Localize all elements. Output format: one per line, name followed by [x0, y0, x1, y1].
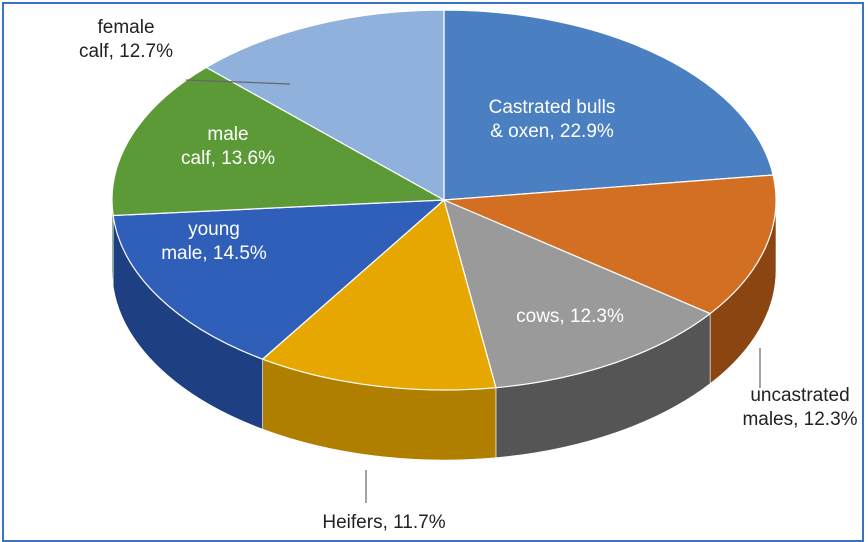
pie-slice-uncastrated-males: [443, 174, 777, 315]
data-label-young-male: young male, 14.5%: [161, 219, 267, 264]
data-label-line: males, 12.3%: [742, 409, 857, 430]
data-label-line: cows, 12.3%: [516, 306, 624, 327]
data-label-line: Castrated bulls: [489, 97, 616, 118]
data-label-line: uncastrated: [750, 385, 849, 406]
data-labels: Castrated bulls & oxen, 22.9% uncastrated m…: [79, 17, 858, 532]
data-label-line: calf, 13.6%: [181, 148, 275, 169]
data-label-female-calf: female calf, 12.7%: [79, 17, 173, 62]
pie-top: [111, 9, 777, 391]
data-label-heifers: Heifers, 11.7%: [322, 512, 445, 532]
data-label-line: male, 14.5%: [161, 243, 267, 264]
data-label-male-calf: male calf, 13.6%: [181, 124, 275, 169]
data-label-line: male: [207, 124, 248, 145]
data-label-cows: cows, 12.3%: [516, 306, 624, 327]
pie-slice-castrated-bulls-and-oxen: [443, 9, 774, 201]
data-label-uncastrated-males: uncastrated males, 12.3%: [742, 385, 857, 430]
pie-slice-cows: [443, 198, 712, 389]
data-label-line: & oxen, 22.9%: [490, 121, 614, 142]
leader-lines: [185, 79, 761, 503]
data-label-castrated-bulls-and-oxen: Castrated bulls & oxen, 22.9%: [489, 97, 616, 142]
pie-slice-female-calf: [205, 9, 445, 202]
pie-slice-young-male: [112, 199, 446, 360]
data-label-line: calf, 12.7%: [79, 41, 173, 62]
pie-slice-heifers: [261, 198, 497, 391]
data-label-line: Heifers, 11.7%: [322, 512, 445, 532]
data-label-line: young: [188, 219, 240, 240]
leader-line-female-calf: [185, 79, 291, 85]
pie-slice-male-calf: [111, 66, 447, 217]
data-label-line: female: [97, 17, 154, 38]
